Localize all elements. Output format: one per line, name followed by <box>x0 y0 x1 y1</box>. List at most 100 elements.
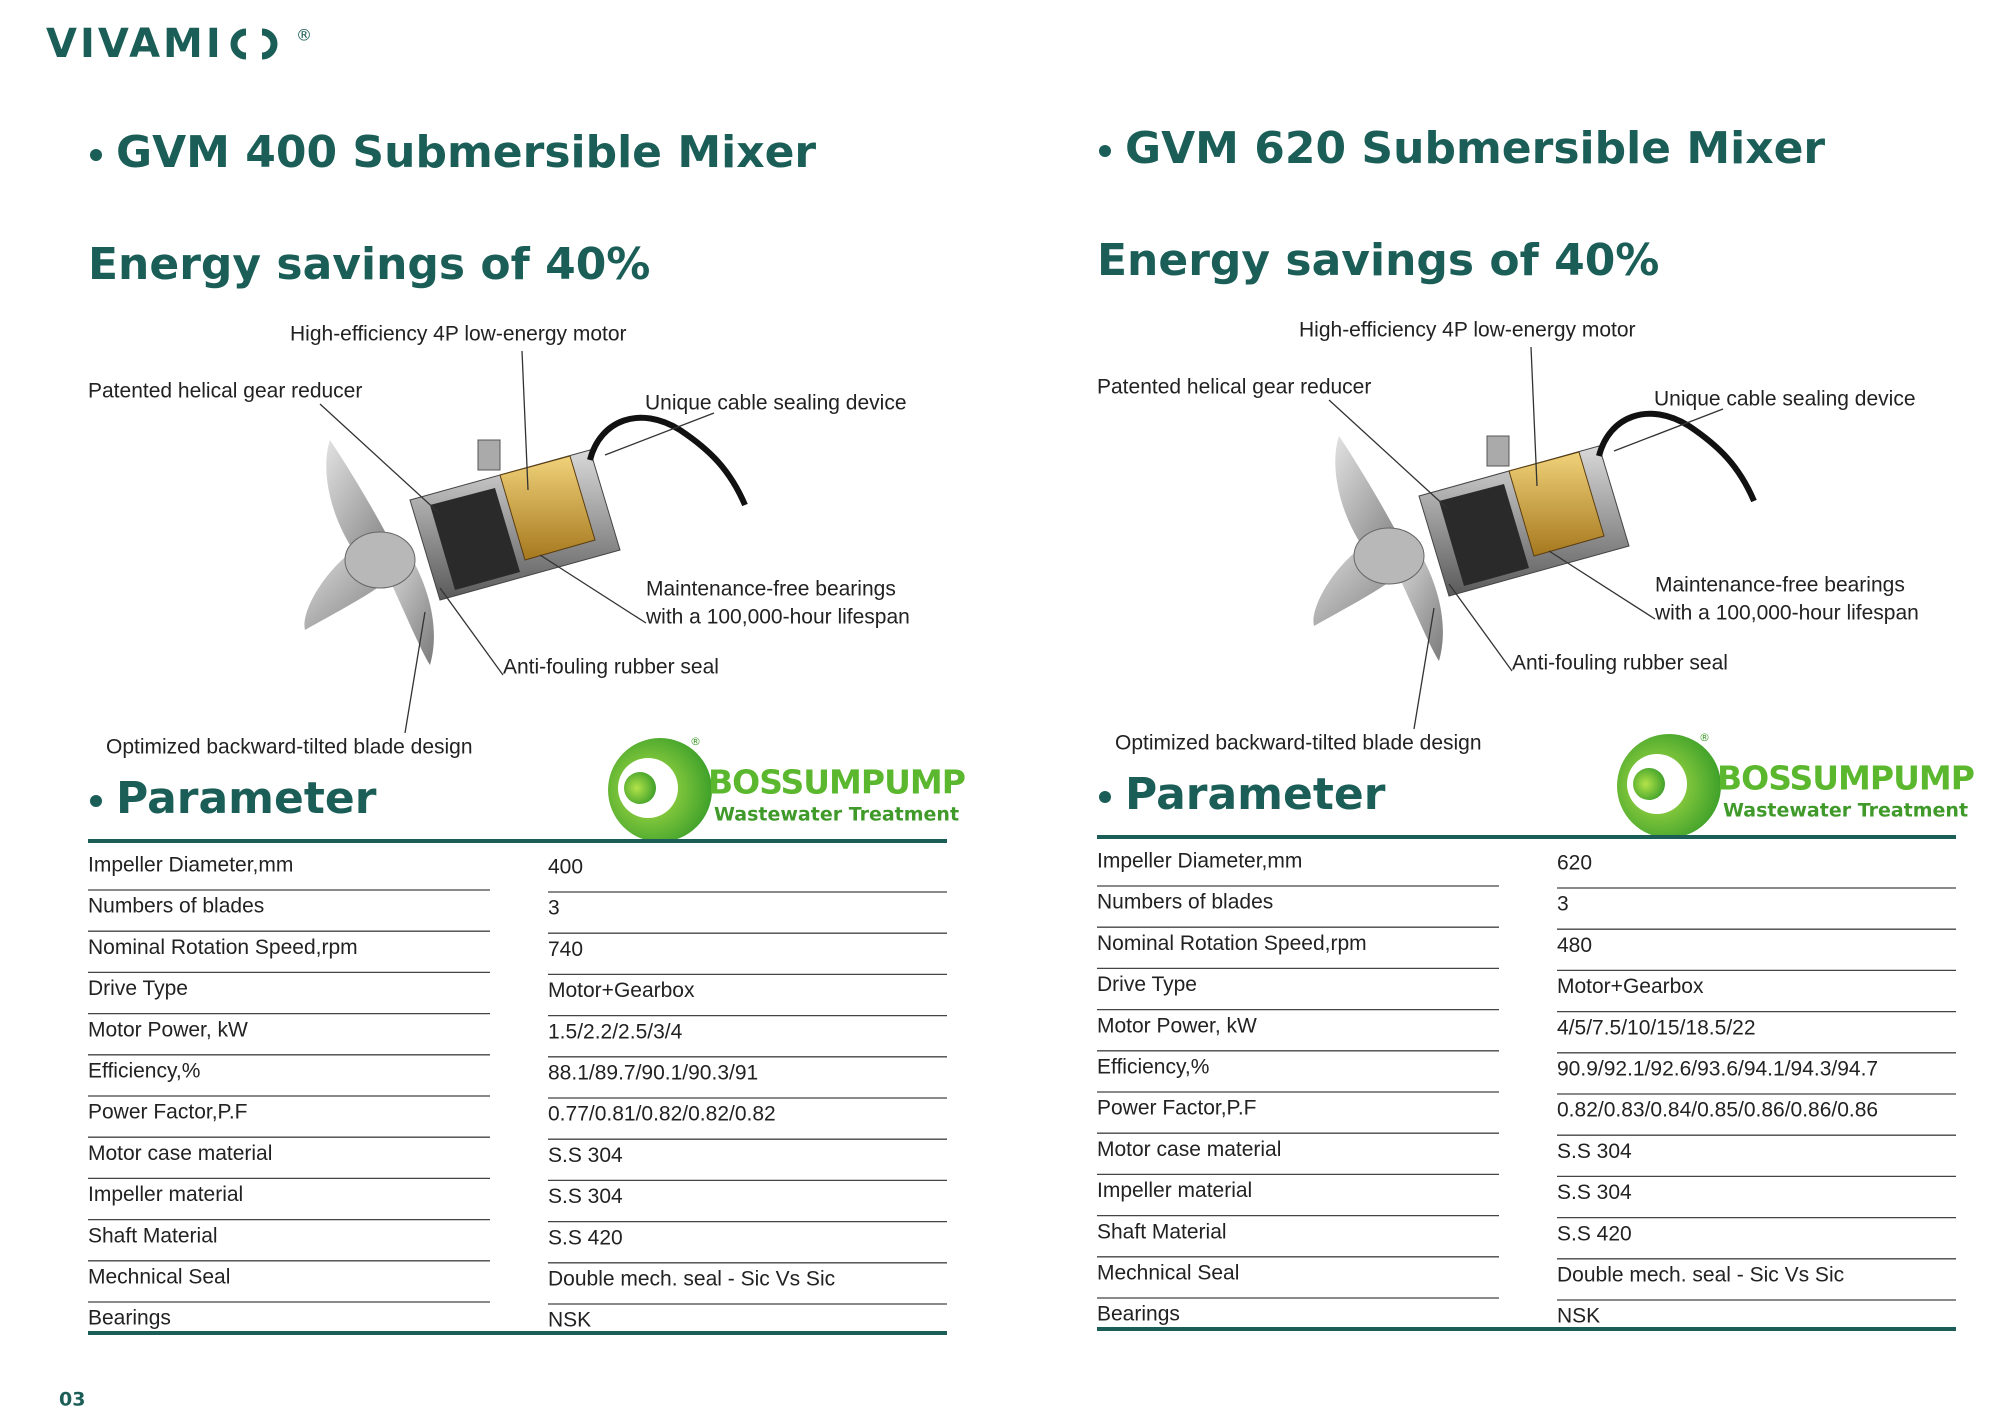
param-label: Mechnical Seal <box>1097 1262 1239 1285</box>
leader-line <box>404 611 426 734</box>
leader-line <box>604 412 715 456</box>
cable <box>587 414 748 507</box>
param-value: 0.82/0.83/0.84/0.85/0.86/0.86/0.86 <box>1557 1099 1878 1122</box>
logo-text: VIVAMI <box>46 21 224 67</box>
param-label: Impeller material <box>1097 1179 1252 1202</box>
product-column: GVM 620 Submersible Mixer Energy savings … <box>1097 123 1975 1331</box>
callout: Patented helical gear reducer <box>1097 376 1371 399</box>
product-column: GVM 400 Submersible Mixer Energy savings … <box>88 127 966 1335</box>
callout: Patented helical gear reducer <box>88 380 362 403</box>
brand-swirl-core <box>624 772 656 804</box>
param-value: 620 <box>1557 852 1592 875</box>
param-value: S.S 420 <box>1557 1222 1632 1245</box>
param-label: Shaft Material <box>88 1224 218 1247</box>
callout: Anti-fouling rubber seal <box>1512 652 1728 675</box>
param-value: 4/5/7.5/10/15/18.5/22 <box>1557 1016 1756 1039</box>
hub <box>1353 527 1425 585</box>
param-label: Drive Type <box>88 977 188 1000</box>
mixer-illustration <box>1313 410 1757 661</box>
leader-line <box>439 587 504 676</box>
param-value: NSK <box>548 1309 591 1332</box>
header-logo: VIVAMI ® <box>46 21 312 67</box>
bullet <box>90 795 102 807</box>
brand-name: BOSSUMPUMP <box>708 763 965 802</box>
param-label: Nominal Rotation Speed,rpm <box>1097 932 1367 955</box>
product-title: GVM 400 Submersible Mixer <box>116 127 816 178</box>
param-value: 3 <box>1557 893 1569 916</box>
brand-tagline: Wastewater Treatment <box>1723 800 1968 822</box>
leader-line <box>539 554 647 624</box>
cable <box>1596 410 1757 503</box>
param-value: 88.1/89.7/90.1/90.3/91 <box>548 1062 758 1085</box>
param-value: 740 <box>548 938 583 961</box>
param-label: Numbers of blades <box>88 895 264 918</box>
brand-name: BOSSUMPUMP <box>1717 759 1974 798</box>
param-label: Impeller material <box>88 1183 243 1206</box>
leader-line <box>319 403 439 513</box>
param-value: S.S 304 <box>1557 1140 1632 1163</box>
param-label: Efficiency,% <box>1097 1056 1209 1079</box>
param-value: 1.5/2.2/2.5/3/4 <box>548 1020 683 1043</box>
leader-line <box>1530 346 1538 487</box>
motor <box>1508 451 1605 557</box>
param-label: Mechnical Seal <box>88 1266 230 1289</box>
param-value: 90.9/92.1/92.6/93.6/94.1/94.3/94.7 <box>1557 1058 1878 1081</box>
leader-line <box>1413 607 1435 730</box>
param-label: Nominal Rotation Speed,rpm <box>88 936 358 959</box>
callout: High-efficiency 4P low-energy motor <box>290 323 627 346</box>
param-value: 0.77/0.81/0.82/0.82/0.82 <box>548 1103 776 1126</box>
leader-line <box>1448 583 1513 672</box>
brand-registered: ® <box>690 735 701 748</box>
leader-line <box>1613 408 1724 452</box>
gears <box>1439 484 1529 586</box>
param-value: S.S 304 <box>1557 1181 1632 1204</box>
logo-mark <box>230 28 278 60</box>
param-value: Motor+Gearbox <box>548 979 695 1002</box>
blade <box>1335 436 1409 556</box>
callout: Anti-fouling rubber seal <box>503 656 719 679</box>
page-number: 03 <box>59 1389 85 1411</box>
bullet <box>1099 145 1111 157</box>
param-label: Bearings <box>88 1307 171 1330</box>
bracket <box>1486 435 1510 467</box>
callout: Optimized backward-tilted blade design <box>1115 732 1482 755</box>
callout: Unique cable sealing device <box>1654 388 1916 411</box>
param-value: 480 <box>1557 934 1592 957</box>
param-value: S.S 420 <box>548 1226 623 1249</box>
blade <box>326 440 400 560</box>
callout: Unique cable sealing device <box>645 392 907 415</box>
subtitle: Energy savings of 40% <box>88 239 650 290</box>
param-value: NSK <box>1557 1305 1600 1328</box>
param-label: Impeller Diameter,mm <box>1097 850 1302 873</box>
param-label: Motor case material <box>88 1142 272 1165</box>
callout: Optimized backward-tilted blade design <box>106 736 473 759</box>
param-label: Bearings <box>1097 1303 1180 1326</box>
param-value: Double mech. seal - Sic Vs Sic <box>1557 1264 1844 1287</box>
gears <box>430 488 520 590</box>
logo-registered: ® <box>296 26 312 45</box>
callout: High-efficiency 4P low-energy motor <box>1299 319 1636 342</box>
callout: Maintenance-free bearings <box>1655 574 1905 597</box>
bullet <box>1099 791 1111 803</box>
brand-registered: ® <box>1699 731 1710 744</box>
param-label: Numbers of blades <box>1097 891 1273 914</box>
leader-line <box>521 350 529 491</box>
callout: Maintenance-free bearings <box>646 578 896 601</box>
param-label: Impeller Diameter,mm <box>88 854 293 877</box>
mixer-illustration <box>304 414 748 665</box>
product-title: GVM 620 Submersible Mixer <box>1125 123 1825 174</box>
param-label: Power Factor,P.F <box>88 1101 248 1124</box>
brand-swirl-core <box>1633 768 1665 800</box>
param-value: S.S 304 <box>548 1144 623 1167</box>
parameter-heading: Parameter <box>1125 769 1386 820</box>
leader-line <box>1548 550 1656 620</box>
param-value: 400 <box>548 856 583 879</box>
hub <box>344 531 416 589</box>
brand-tagline: Wastewater Treatment <box>714 804 959 826</box>
param-label: Motor Power, kW <box>1097 1014 1257 1037</box>
param-value: Double mech. seal - Sic Vs Sic <box>548 1268 835 1291</box>
param-label: Motor Power, kW <box>88 1018 248 1041</box>
